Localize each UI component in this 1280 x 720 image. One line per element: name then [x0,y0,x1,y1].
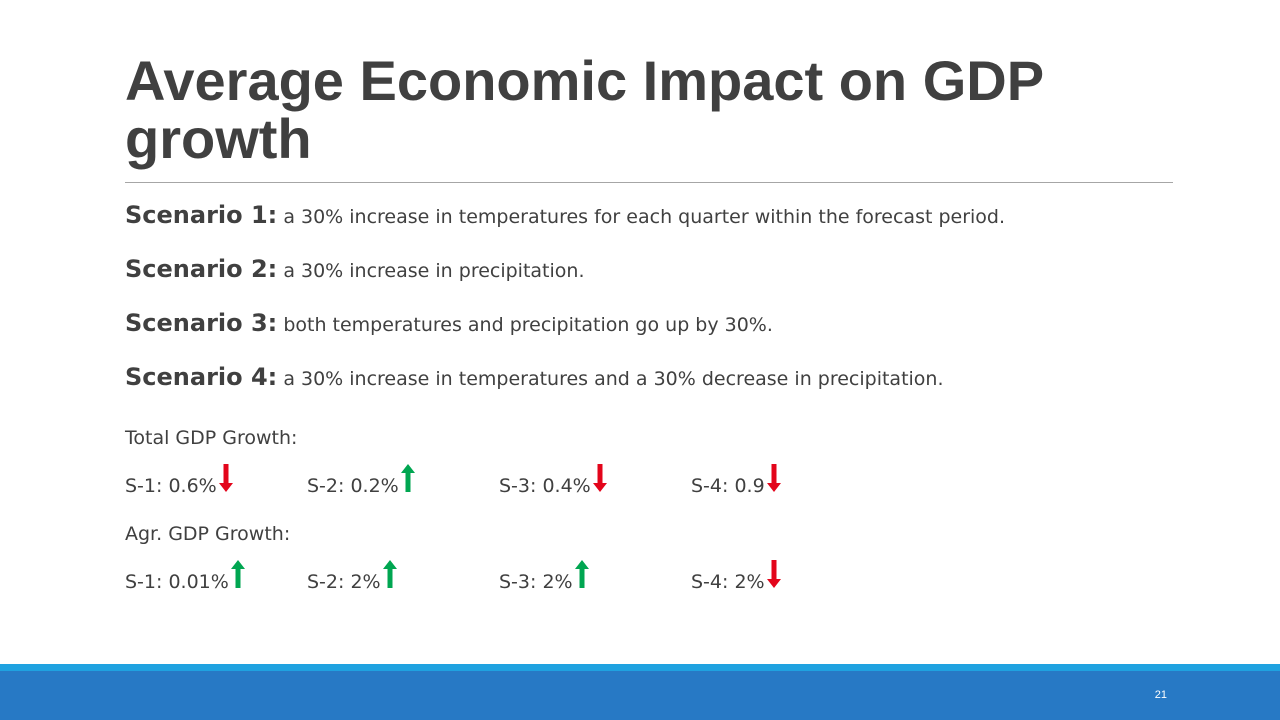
red-down-arrow-icon [218,460,233,512]
slide-title: Average Economic Impact on GDP growth [125,49,1044,170]
total-gdp-label: Total GDP Growth: [125,427,298,449]
agr-s1-value: S-1: 0.01% [125,571,229,593]
agr-gdp-row: S-1: 0.01% S-2: 2% S-3: 2% S-4: 2% [125,556,1205,604]
scenario-3-name: Scenario 3: [125,309,278,337]
total-s4-value: S-4: 0.9 [691,475,765,497]
scenario-2-name: Scenario 2: [125,255,278,283]
slide-body: Scenario 1: a 30% increase in temperatur… [125,196,1205,604]
agr-s4: S-4: 2% [691,556,781,608]
red-down-arrow-icon [592,460,607,512]
scenario-1-text: a 30% increase in temperatures for each … [277,206,1006,228]
red-down-arrow-icon [766,460,781,512]
green-up-arrow-icon [382,556,397,608]
scenario-4: Scenario 4: a 30% increase in temperatur… [125,358,1205,412]
scenario-1: Scenario 1: a 30% increase in temperatur… [125,196,1205,250]
total-s2-value: S-2: 0.2% [307,475,399,497]
total-s1: S-1: 0.6% [125,460,233,512]
title-divider [125,182,1173,183]
agr-s3-value: S-3: 2% [499,571,573,593]
green-up-arrow-icon [400,460,415,512]
green-up-arrow-icon [230,556,245,608]
scenario-3: Scenario 3: both temperatures and precip… [125,304,1205,358]
scenario-4-text: a 30% increase in temperatures and a 30%… [277,368,944,390]
footer-band [0,671,1280,720]
green-up-arrow-icon [574,556,589,608]
scenario-3-text: both temperatures and precipitation go u… [277,314,773,336]
footer-stripe [0,664,1280,671]
agr-gdp-label: Agr. GDP Growth: [125,523,291,545]
total-s4: S-4: 0.9 [691,460,781,512]
total-s1-value: S-1: 0.6% [125,475,217,497]
total-s3: S-3: 0.4% [499,460,607,512]
scenario-1-name: Scenario 1: [125,201,278,229]
red-down-arrow-icon [766,556,781,608]
agr-s3: S-3: 2% [499,556,589,608]
total-s2: S-2: 0.2% [307,460,415,512]
agr-s2-value: S-2: 2% [307,571,381,593]
scenario-4-name: Scenario 4: [125,363,278,391]
agr-s4-value: S-4: 2% [691,571,765,593]
agr-s1: S-1: 0.01% [125,556,245,608]
page-number: 21 [1154,689,1167,701]
agr-s2: S-2: 2% [307,556,397,608]
scenario-2-text: a 30% increase in precipitation. [277,260,585,282]
total-s3-value: S-3: 0.4% [499,475,591,497]
total-gdp-row: S-1: 0.6% S-2: 0.2% S-3: 0.4% S-4: 0.9 [125,460,1205,508]
scenario-2: Scenario 2: a 30% increase in precipitat… [125,250,1205,304]
